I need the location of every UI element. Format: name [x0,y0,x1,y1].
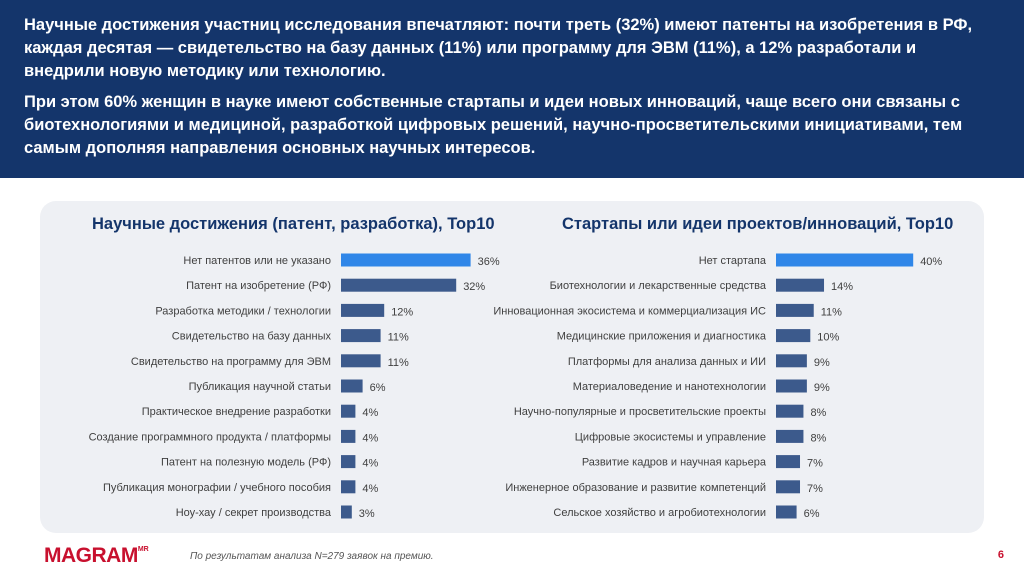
achievements-value-label: 32% [463,281,485,293]
achievements-bar [341,278,457,292]
chart-title-startups: Стартапы или идеи проектов/инноваций, To… [562,215,954,233]
startups-bar [776,429,804,443]
achievements-value-label: 11% [388,357,409,369]
summary-header: Научные достижения участниц исследования… [0,0,1024,178]
summary-paragraph-1: Научные достижения участниц исследования… [24,16,973,80]
achievements-bar [341,455,356,469]
startups-value-label: 9% [814,382,830,394]
achievements-bar [341,329,381,343]
logo-text: MAGRAM [44,544,138,567]
achievements-bar [341,379,363,393]
startups-bar [776,480,801,494]
magram-logo: MAGRAMMR [44,544,149,568]
achievements-bar [341,404,356,418]
achievements-category-label: Создание программного продукта / платфор… [89,431,332,443]
achievements-category-label: Публикация научной статьи [189,381,331,393]
achievements-category-label: Нет патентов или не указано [183,255,331,267]
achievements-category-label: Ноу-хау / секрет производства [176,507,332,519]
startups-bar [776,505,797,519]
startups-bar [776,253,914,267]
achievements-bar [341,429,356,443]
startups-category-label: Медицинские приложения и диагностика [557,331,767,343]
logo-sup: MR [137,546,149,553]
startups-value-label: 14% [831,281,853,293]
achievements-category-label: Свидетельство на базу данных [172,331,332,343]
startups-bar [776,303,814,317]
startups-value-label: 10% [817,332,839,344]
footnote: По результатам анализа N=279 заявок на п… [190,551,434,562]
page-number: 6 [997,549,1004,561]
startups-category-label: Развитие кадров и научная карьера [582,457,767,469]
startups-category-label: Инновационная экосистема и коммерциализа… [493,305,766,317]
achievements-value-label: 11% [388,332,409,344]
chart-title-achievements: Научные достижения (патент, разработка),… [92,215,495,233]
achievements-category-label: Публикация монографии / учебного пособия [103,482,331,494]
startups-bar [776,455,801,469]
startups-category-label: Биотехнологии и лекарственные средства [550,280,767,292]
achievements-value-label: 4% [362,458,378,470]
startups-value-label: 8% [810,407,826,419]
achievements-category-label: Практическое внедрение разработки [142,406,331,418]
achievements-value-label: 4% [362,432,378,444]
achievements-bar [341,354,381,368]
achievements-category-label: Разработка методики / технологии [155,305,331,317]
startups-value-label: 9% [814,357,830,369]
achievements-value-label: 36% [478,256,500,268]
startups-category-label: Сельское хозяйство и агробиотехнологии [553,507,766,519]
startups-bar [776,329,811,343]
startups-category-label: Материаловедение и нанотехнологии [573,381,766,393]
achievements-bar [341,505,352,519]
startups-category-label: Цифровые экосистемы и управление [575,431,766,443]
summary-paragraph-2: При этом 60% женщин в науке имеют собств… [24,93,963,157]
achievements-category-label: Патент на изобретение (РФ) [186,280,331,292]
achievements-category-label: Свидетельство на программу для ЭВМ [131,356,331,368]
startups-value-label: 11% [821,306,842,318]
achievements-value-label: 4% [362,407,378,419]
startups-bar [776,404,804,418]
achievements-value-label: 3% [359,508,375,520]
achievements-value-label: 12% [391,306,413,318]
startups-category-label: Нет стартапа [699,255,767,267]
achievements-bar [341,480,356,494]
startups-bar [776,354,807,368]
startups-value-label: 7% [807,458,823,470]
startups-category-label: Инженерное образование и развитие компет… [505,482,766,494]
startups-value-label: 6% [804,508,820,520]
startups-bar [776,379,807,393]
startups-value-label: 7% [807,483,823,495]
startups-category-label: Платформы для анализа данных и ИИ [568,356,766,368]
achievements-bar-chart: Нет патентов или не указано 36% Патент на … [89,253,500,520]
achievements-category-label: Патент на полезную модель (РФ) [161,457,331,469]
startups-category-label: Научно-популярные и просветительские про… [514,406,766,418]
startups-value-label: 8% [810,432,826,444]
startups-value-label: 40% [920,256,942,268]
achievements-value-label: 6% [370,382,386,394]
startups-bar-chart: Нет стартапа 40% Биотехнологии и лекарстве… [493,253,942,520]
achievements-bar [341,253,471,267]
achievements-bar [341,303,385,317]
achievements-value-label: 4% [362,483,378,495]
startups-bar [776,278,825,292]
